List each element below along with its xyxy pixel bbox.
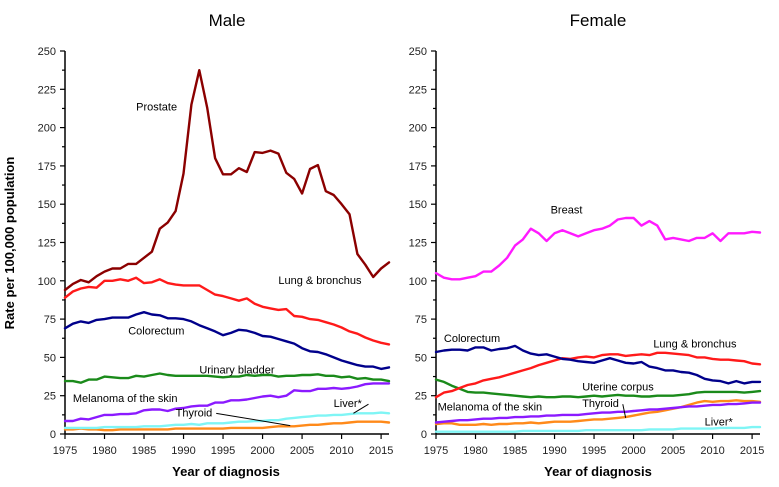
male-series-urinary-bladder — [63, 372, 391, 384]
male-x-tick-label: 2010 — [329, 445, 353, 457]
male-series-liver — [63, 411, 391, 430]
female-series-thyroid — [434, 399, 762, 426]
male-x-tick-label: 2005 — [290, 445, 314, 457]
female-x-tick-label: 1980 — [463, 445, 487, 457]
male-y-tick-label: 75 — [44, 314, 56, 326]
female-label-uterine-corpus: Uterine corpus — [582, 381, 654, 393]
male-x-tick-label: 1990 — [171, 445, 195, 457]
male-series-thyroid — [63, 420, 391, 432]
female-y-tick-label: 200 — [409, 123, 427, 135]
female-label-liver: Liver* — [705, 417, 734, 429]
male-leader-thyroid — [216, 412, 291, 427]
male-x-tick-label: 2015 — [369, 445, 393, 457]
male-label-colorectum: Colorectum — [128, 325, 184, 337]
female-label-breast: Breast — [551, 204, 583, 216]
female-series-uterine-corpus — [434, 378, 762, 399]
male-x-tick-label: 1975 — [53, 445, 77, 457]
male-y-tick-label: 200 — [38, 123, 56, 135]
female-label-lung-bronchus: Lung & bronchus — [653, 338, 737, 350]
female-panel-title: Female — [570, 11, 627, 30]
female-series-lung-bronchus — [434, 351, 762, 399]
y-axis-title: Rate per 100,000 population — [2, 157, 17, 330]
male-y-tick-label: 125 — [38, 238, 56, 250]
male-label-melanoma-of-the-skin: Melanoma of the skin — [73, 393, 178, 405]
female-series-liver — [434, 425, 762, 433]
female-label-melanoma-of-the-skin: Melanoma of the skin — [438, 401, 543, 413]
female-x-tick-label: 2010 — [700, 445, 724, 457]
female-y-tick-label: 250 — [409, 46, 427, 58]
male-label-thyroid: Thyroid — [176, 407, 213, 419]
male-panel: Male Year of diagnosis 0 25 50 75 100 125 150 1… — [38, 11, 394, 479]
male-y-tick-label: 25 — [44, 391, 56, 403]
female-x-tick-label: 1995 — [582, 445, 606, 457]
female-y-tick-label: 75 — [415, 314, 427, 326]
female-x-tick-label: 2015 — [740, 445, 764, 457]
female-x-tick-label: 1990 — [542, 445, 566, 457]
male-y-tick-label: 225 — [38, 84, 56, 96]
female-panel: Female Year of diagnosis 0 25 50 75 100 125 15… — [409, 11, 765, 479]
male-y-tick-label: 250 — [38, 46, 56, 58]
female-y-tick-label: 175 — [409, 161, 427, 173]
female-y-tick-label: 100 — [409, 276, 427, 288]
female-x-axis-title: Year of diagnosis — [544, 464, 652, 479]
female-series-breast — [434, 216, 762, 281]
male-y-tick-label: 50 — [44, 352, 56, 364]
female-label-thyroid: Thyroid — [582, 398, 619, 410]
male-y-tick-label: 150 — [38, 199, 56, 211]
female-y-tick-label: 25 — [415, 391, 427, 403]
male-panel-title: Male — [209, 11, 246, 30]
male-label-urinary-bladder: Urinary bladder — [199, 364, 275, 376]
female-x-tick-label: 2005 — [661, 445, 685, 457]
female-y-tick-label: 150 — [409, 199, 427, 211]
female-x-tick-label: 2000 — [621, 445, 645, 457]
male-x-tick-label: 1995 — [211, 445, 235, 457]
male-label-prostate: Prostate — [136, 102, 177, 114]
male-x-axis-title: Year of diagnosis — [172, 464, 280, 479]
male-x-tick-label: 1985 — [132, 445, 156, 457]
female-y-tick-label: 0 — [421, 429, 427, 441]
male-x-tick-label: 2000 — [250, 445, 274, 457]
female-y-tick-label: 225 — [409, 84, 427, 96]
female-label-colorectum: Colorectum — [444, 333, 500, 345]
male-y-tick-label: 0 — [50, 429, 56, 441]
female-y-tick-label: 125 — [409, 238, 427, 250]
male-series-melanoma-of-the-skin — [63, 382, 391, 423]
female-x-tick-label: 1985 — [503, 445, 527, 457]
male-series-lung-bronchus — [63, 276, 391, 346]
female-series-colorectum — [434, 344, 762, 385]
female-leader-thyroid — [622, 404, 627, 419]
male-series-prostate — [63, 68, 391, 292]
male-x-tick-label: 1980 — [92, 445, 116, 457]
female-x-tick-label: 1975 — [424, 445, 448, 457]
male-y-tick-label: 100 — [38, 276, 56, 288]
male-label-lung-bronchus: Lung & bronchus — [278, 275, 362, 287]
female-y-tick-label: 50 — [415, 352, 427, 364]
male-leader-liver — [353, 403, 369, 414]
male-series-colorectum — [63, 311, 391, 371]
female-series-melanoma-of-the-skin — [434, 401, 762, 424]
male-y-tick-label: 175 — [38, 161, 56, 173]
male-label-liver: Liver* — [334, 398, 363, 410]
